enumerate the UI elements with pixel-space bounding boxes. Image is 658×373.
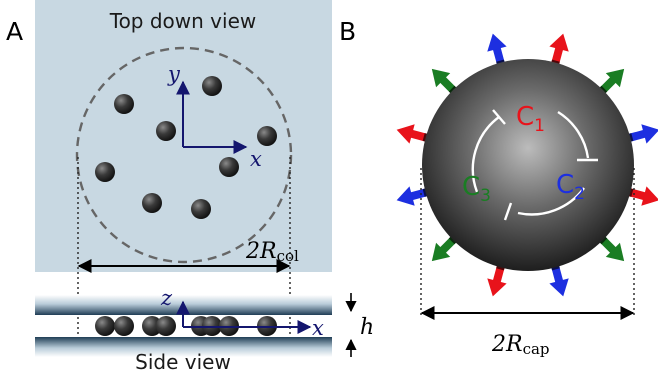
arrow-c1-head	[641, 186, 658, 206]
colloid	[156, 316, 176, 336]
panel-b-letter: B	[339, 17, 356, 46]
arrow-c3-head	[431, 242, 451, 262]
arrow-c3-head	[605, 68, 625, 88]
colloid	[156, 121, 176, 141]
x-axis-label-top: x	[250, 147, 262, 171]
panel-b: B C1 C2 C3 2Rcap	[339, 17, 658, 358]
colloid	[95, 162, 115, 182]
arc-c3	[471, 116, 500, 193]
arc-tick	[492, 109, 506, 125]
colloid	[114, 94, 134, 114]
arrow-c3-head	[431, 68, 451, 88]
panel-a-letter: A	[6, 17, 23, 46]
colloid	[257, 126, 277, 146]
colloid	[202, 76, 222, 96]
arc-tick	[503, 202, 513, 221]
colloid-sphere	[422, 59, 634, 271]
cap-diameter-label: 2Rcap	[491, 332, 550, 358]
contour-arcs	[471, 109, 598, 221]
z-axis-label: z	[160, 286, 173, 310]
side-view-caption: Side view	[135, 350, 231, 373]
h-label: h	[360, 315, 374, 340]
arrow-c2-head	[487, 33, 507, 52]
y-axis-label: y	[167, 62, 181, 86]
arrow-c2-head	[549, 278, 569, 297]
colloid	[191, 199, 211, 219]
colloid	[142, 316, 162, 336]
label-c3: C3	[462, 172, 491, 206]
side-view-bottom-plate	[35, 337, 332, 357]
arrow-c2-head	[641, 124, 658, 144]
x-axis-label-side: x	[312, 316, 324, 340]
arc-c2	[517, 187, 585, 216]
colloid	[114, 316, 134, 336]
label-c1: C1	[516, 102, 545, 136]
panel-a: A Top down view y x 2Rcol	[6, 0, 374, 373]
arrow-c1-head	[549, 33, 569, 52]
arrow-c3-head	[605, 242, 625, 262]
arrow-c2-head	[396, 186, 415, 206]
colloid	[142, 193, 162, 213]
colloids-top-view	[95, 76, 277, 219]
column-diameter-label: 2Rcol	[245, 239, 299, 265]
arc-c1	[557, 110, 590, 159]
top-view-caption: Top down view	[109, 9, 256, 33]
arrow-c1-head	[396, 124, 415, 144]
label-c2: C2	[556, 170, 585, 204]
colloid	[95, 316, 115, 336]
arrow-c1-head	[487, 278, 507, 297]
colloid	[219, 157, 239, 177]
